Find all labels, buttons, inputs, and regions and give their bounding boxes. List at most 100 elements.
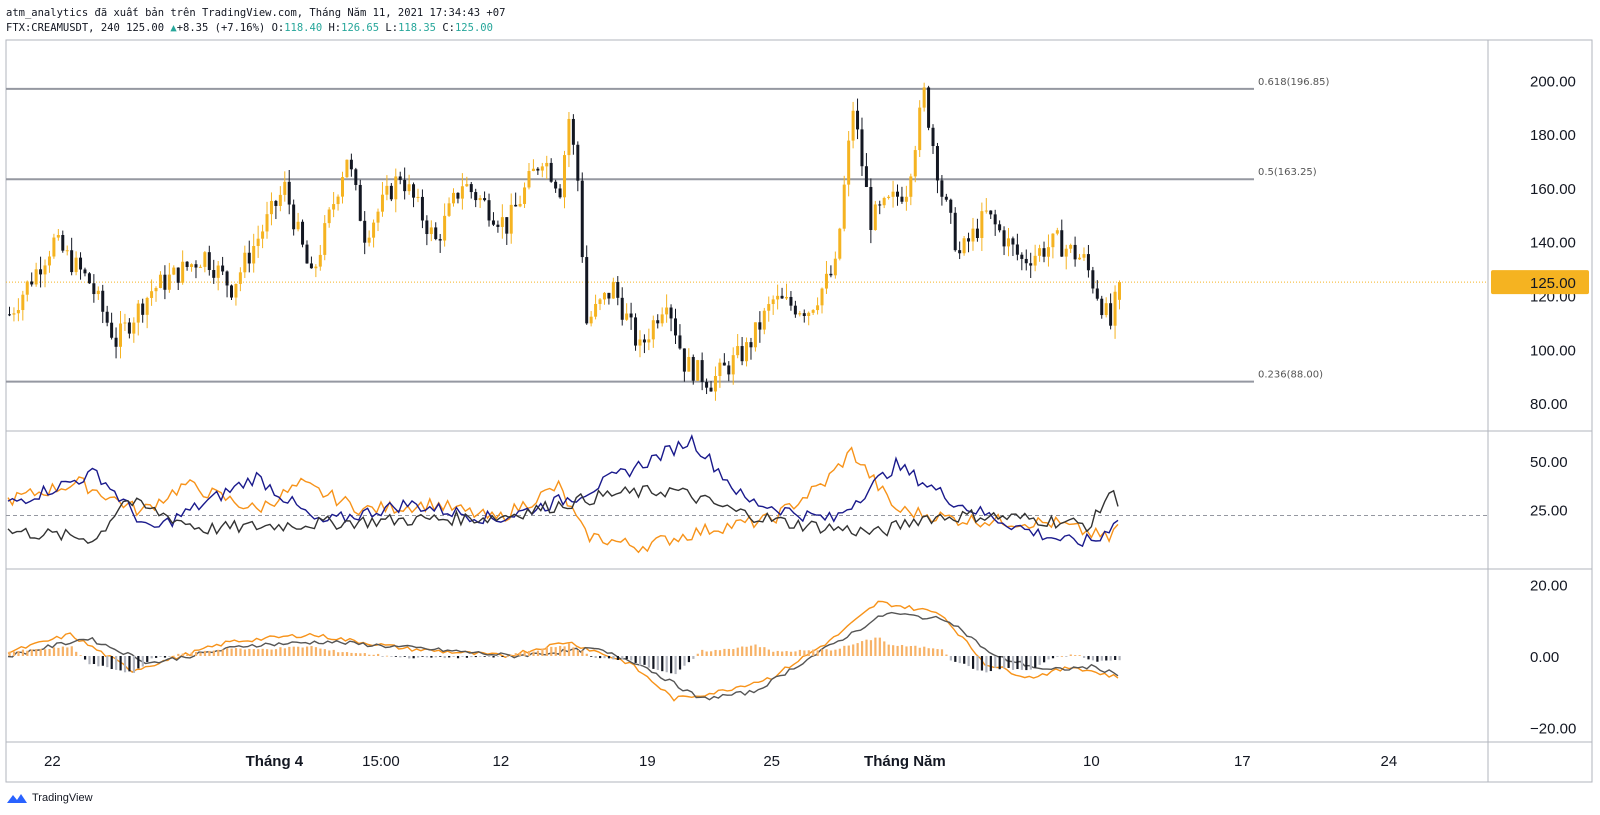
candle-body: [21, 294, 25, 311]
candle-body: [96, 290, 100, 295]
macd-histogram-bar: [887, 644, 890, 656]
macd-histogram-bar: [510, 655, 513, 656]
macd-histogram-bar: [319, 648, 322, 656]
macd-histogram-bar: [567, 643, 571, 656]
candle-body: [927, 87, 931, 128]
macd-histogram-bar: [527, 651, 531, 656]
candle-body: [8, 314, 11, 316]
candle-body: [576, 144, 580, 181]
macd-histogram-bar: [35, 649, 38, 656]
tradingview-logo[interactable]: TradingView: [6, 792, 93, 804]
indicator-axis-tick: 0.00: [1530, 649, 1559, 666]
macd-histogram-bar: [807, 650, 810, 656]
macd-pane[interactable]: [7, 600, 1121, 702]
macd-histogram-bar: [1109, 656, 1112, 661]
macd-histogram-bar: [377, 653, 380, 656]
macd-histogram-bar: [1069, 654, 1072, 656]
candle-body: [563, 155, 566, 198]
macd-histogram-bar: [865, 639, 868, 656]
dmi-pane[interactable]: [6, 433, 1488, 554]
macd-histogram-bar: [12, 651, 16, 656]
macd-histogram-bar: [83, 656, 87, 660]
macd-histogram-bar: [767, 649, 770, 656]
open-value: 118.40: [284, 22, 323, 34]
candle-body: [438, 239, 442, 241]
macd-histogram-bar: [998, 656, 1001, 670]
candle-body: [958, 250, 962, 254]
macd-histogram-bar: [274, 649, 278, 656]
macd-histogram-bar: [172, 655, 175, 657]
candle-body: [602, 292, 606, 300]
macd-histogram-bar: [430, 656, 433, 658]
macd-histogram-bar: [128, 656, 131, 672]
macd-histogram-bar: [110, 656, 113, 670]
candle-body: [1002, 230, 1006, 247]
macd-histogram-bar: [1100, 656, 1103, 661]
chart-canvas[interactable]: 0.618(196.85) 0.5(163.25) 0.236(88.00) 200…: [0, 0, 1600, 792]
fib-level-label: 0.236(88.00): [1258, 370, 1323, 381]
macd-histogram-bar: [372, 654, 375, 656]
macd-histogram-bar: [97, 656, 100, 667]
macd-histogram-bar: [203, 650, 207, 656]
candle-body: [531, 168, 535, 172]
candle-body: [1020, 254, 1024, 259]
candle-body: [882, 197, 886, 206]
candle-body: [780, 295, 784, 299]
candle-body: [1109, 303, 1113, 326]
candle-body: [896, 191, 899, 197]
candle-body: [842, 184, 846, 229]
macd-histogram-bar: [1087, 656, 1090, 660]
macd-histogram-bar: [194, 651, 198, 656]
candle-body: [540, 166, 544, 171]
candle-body: [607, 292, 611, 299]
candle-body: [358, 184, 362, 221]
candle-body: [238, 272, 242, 284]
macd-histogram-bar: [674, 656, 677, 675]
macd-histogram-bar: [634, 656, 637, 663]
symbol-label: FTX:CREAMUSDT, 240: [6, 22, 120, 34]
candle-body: [580, 180, 584, 258]
last-price-tag-label: 125.00: [1530, 275, 1576, 292]
macd-histogram-bar: [590, 656, 593, 657]
price-pane[interactable]: 0.618(196.85) 0.5(163.25) 0.236(88.00): [6, 77, 1488, 401]
candle-body: [301, 221, 305, 245]
macd-histogram-bar: [532, 651, 535, 656]
change-value: +8.35 (+7.16%): [176, 22, 266, 34]
price-axis-tick: 160.00: [1530, 181, 1576, 198]
candle-body: [132, 322, 136, 334]
macd-histogram-bar: [75, 651, 78, 656]
candle-body: [611, 282, 615, 299]
macd-histogram-bar: [381, 656, 384, 657]
candle-body: [1060, 230, 1064, 257]
candle-body: [967, 238, 971, 242]
macd-histogram-bar: [616, 656, 619, 660]
candle-body: [847, 140, 851, 185]
last-price-tag: [1491, 270, 1589, 295]
macd-histogram-bar: [421, 656, 424, 657]
macd-histogram-bar: [208, 650, 211, 656]
candle-body: [811, 310, 815, 313]
candle-body: [278, 194, 282, 206]
candle-body: [309, 263, 313, 269]
macd-histogram-bar: [332, 649, 335, 656]
candle-body: [65, 250, 69, 252]
macd-histogram-bar: [226, 648, 229, 656]
macd-histogram-bar: [665, 656, 668, 673]
candle-body: [52, 237, 56, 257]
candle-body: [1038, 248, 1042, 256]
macd-histogram-bar: [745, 646, 748, 656]
candle-body: [656, 320, 660, 324]
candle-body: [771, 299, 775, 305]
candle-body: [225, 271, 229, 286]
candle-body: [465, 184, 469, 187]
macd-histogram-bar: [1034, 656, 1037, 668]
candle-body: [594, 303, 598, 317]
macd-histogram-bar: [337, 652, 340, 656]
indicator-axis-tick: −20.00: [1530, 721, 1576, 738]
candle-body: [1055, 230, 1059, 234]
macd-histogram-bar: [856, 643, 859, 656]
macd-histogram-bar: [545, 647, 548, 656]
candle-body: [256, 238, 260, 247]
candle-body: [736, 346, 740, 356]
candle-body: [904, 196, 908, 202]
